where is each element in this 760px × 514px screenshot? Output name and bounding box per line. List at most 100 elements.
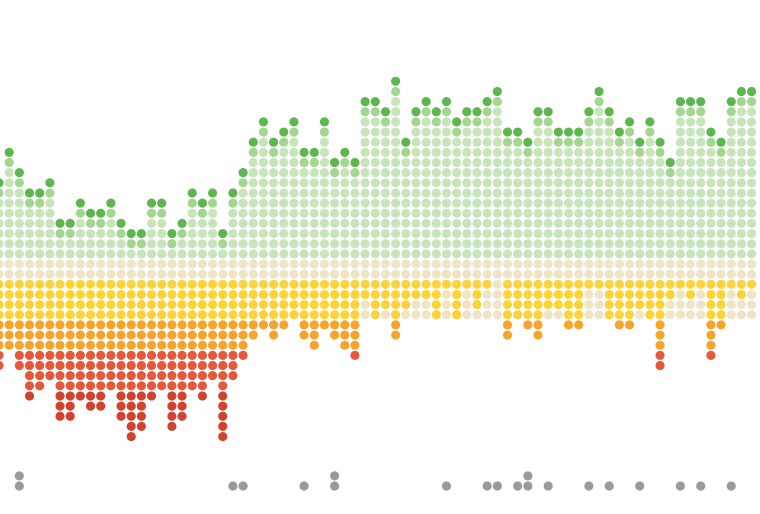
up-dot (563, 188, 574, 198)
up-dot (411, 239, 421, 249)
up-dot (0, 249, 4, 259)
up-dot (462, 178, 472, 188)
up-dot (736, 208, 747, 218)
down-dot (177, 320, 187, 330)
down-dot (35, 289, 45, 300)
up-dot (574, 228, 584, 239)
down-dot (116, 350, 126, 360)
band-dot (675, 300, 685, 310)
up-dot (452, 127, 462, 137)
up-dot (513, 208, 523, 218)
up-dot (340, 239, 350, 249)
down-dot (706, 350, 716, 360)
down-dot (35, 279, 45, 289)
down-dot (299, 279, 309, 289)
up-dot (380, 239, 391, 249)
up-dot (106, 218, 116, 228)
up-dot (391, 147, 401, 157)
up-dot (502, 239, 513, 249)
up-dot (401, 168, 411, 178)
band-dot (553, 269, 563, 279)
down-dot (238, 289, 248, 300)
up-dot (482, 157, 492, 168)
band-dot (655, 259, 665, 269)
down-dot (136, 310, 146, 320)
up-dot (4, 198, 14, 208)
down-dot (309, 310, 319, 320)
down-dot (126, 310, 136, 320)
up-dot (268, 168, 279, 178)
up-dot (665, 239, 675, 249)
up-dot (665, 188, 675, 198)
up-dot (706, 228, 716, 239)
up-dot (431, 198, 441, 208)
up-dot (319, 137, 330, 147)
down-dot (187, 330, 197, 340)
up-dot (513, 168, 523, 178)
down-dot (431, 310, 441, 320)
down-dot (268, 320, 279, 330)
up-dot (14, 218, 24, 228)
up-dot (614, 178, 624, 188)
up-dot (0, 218, 4, 228)
up-dot (218, 228, 228, 239)
down-dot (289, 310, 299, 320)
down-dot (157, 300, 167, 310)
up-dot (614, 157, 624, 168)
up-dot (696, 178, 706, 188)
up-dot (624, 147, 635, 157)
down-dot (726, 279, 736, 289)
down-dot (65, 310, 75, 320)
up-dot (441, 228, 452, 239)
up-dot (706, 137, 716, 147)
down-dot (391, 279, 401, 289)
down-dot (248, 300, 258, 310)
up-dot (635, 208, 645, 218)
up-dot (350, 198, 360, 208)
up-dot (299, 249, 309, 259)
down-dot (258, 320, 269, 330)
up-dot (35, 218, 45, 228)
down-dot (116, 340, 126, 350)
band-dot (35, 269, 45, 279)
band-dot (350, 269, 360, 279)
down-dot (14, 289, 24, 300)
up-dot (706, 208, 716, 218)
down-dot (340, 279, 350, 289)
up-dot (594, 147, 604, 157)
up-dot (45, 239, 55, 249)
down-dot (340, 320, 350, 330)
band-dot (675, 310, 685, 320)
down-dot (736, 279, 747, 289)
down-dot (197, 320, 207, 330)
up-dot (248, 157, 258, 168)
up-dot (624, 178, 635, 188)
down-dot (553, 289, 563, 300)
down-dot (157, 310, 167, 320)
up-dot (685, 107, 696, 117)
down-dot (177, 360, 187, 371)
up-dot (279, 198, 289, 208)
down-dot (136, 401, 146, 411)
up-dot (452, 137, 462, 147)
up-dot (360, 137, 370, 147)
band-dot (289, 259, 299, 269)
down-dot (513, 310, 523, 320)
down-dot (330, 300, 340, 310)
band-dot (126, 269, 136, 279)
up-dot (309, 178, 319, 188)
down-dot (157, 350, 167, 360)
up-dot (716, 239, 726, 249)
down-dot (146, 350, 157, 360)
up-dot (533, 107, 543, 117)
up-dot (696, 228, 706, 239)
down-dot (24, 279, 35, 289)
band-dot (502, 269, 513, 279)
up-dot (279, 137, 289, 147)
up-dot (543, 249, 553, 259)
up-dot (268, 178, 279, 188)
down-dot (248, 330, 258, 340)
up-dot (380, 147, 391, 157)
down-dot (24, 320, 35, 330)
up-dot (655, 157, 665, 168)
